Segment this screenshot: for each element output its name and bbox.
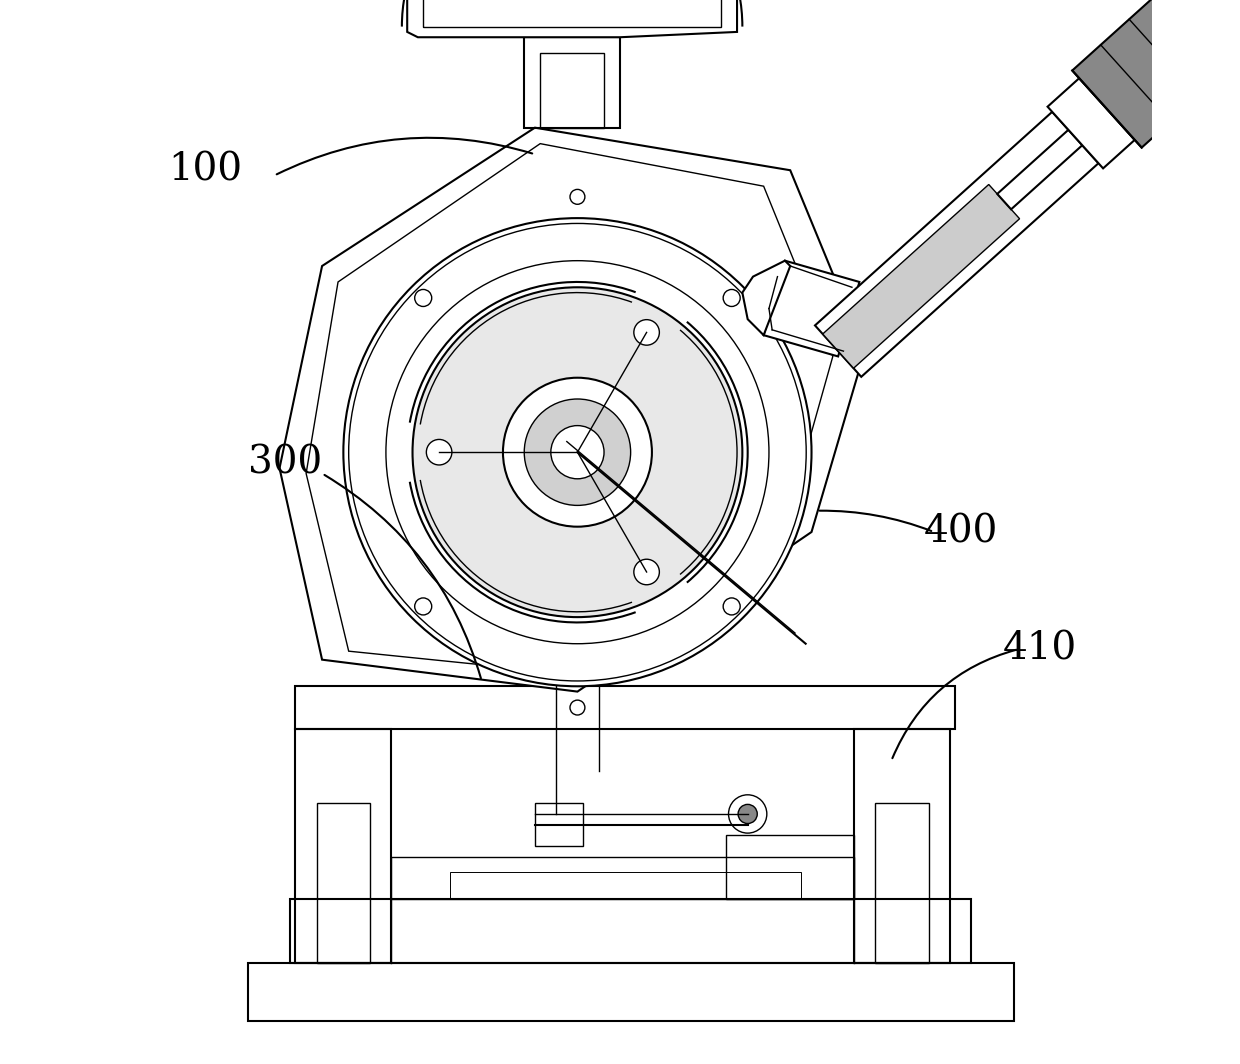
Bar bbox=[295, 686, 955, 729]
Circle shape bbox=[427, 439, 451, 465]
Bar bbox=[875, 803, 929, 963]
Circle shape bbox=[343, 218, 811, 686]
Circle shape bbox=[414, 598, 432, 615]
Circle shape bbox=[634, 560, 660, 585]
Polygon shape bbox=[279, 128, 864, 692]
Polygon shape bbox=[997, 130, 1083, 210]
Circle shape bbox=[503, 378, 652, 527]
Bar bbox=[248, 963, 1013, 1021]
Polygon shape bbox=[764, 261, 859, 356]
Bar bbox=[854, 729, 950, 963]
Circle shape bbox=[551, 426, 604, 479]
Circle shape bbox=[570, 189, 585, 204]
Circle shape bbox=[525, 399, 631, 505]
Circle shape bbox=[729, 795, 766, 833]
Bar bbox=[295, 729, 392, 963]
Text: 410: 410 bbox=[1003, 631, 1078, 667]
Polygon shape bbox=[815, 112, 1099, 377]
Circle shape bbox=[570, 700, 585, 715]
Circle shape bbox=[723, 289, 740, 306]
Polygon shape bbox=[1048, 79, 1135, 168]
Bar bbox=[534, 803, 583, 846]
Polygon shape bbox=[407, 0, 737, 37]
Bar bbox=[392, 857, 854, 899]
Bar bbox=[541, 53, 604, 128]
Polygon shape bbox=[822, 184, 1019, 368]
Bar bbox=[450, 872, 801, 899]
Polygon shape bbox=[743, 261, 790, 335]
Bar bbox=[525, 37, 620, 128]
Circle shape bbox=[414, 289, 432, 306]
Bar bbox=[290, 899, 971, 963]
Bar bbox=[727, 835, 854, 899]
Bar bbox=[316, 803, 370, 963]
Text: 100: 100 bbox=[167, 152, 242, 188]
Circle shape bbox=[634, 319, 660, 345]
Circle shape bbox=[413, 287, 743, 617]
Circle shape bbox=[738, 804, 758, 824]
Text: 400: 400 bbox=[924, 514, 998, 550]
Text: 300: 300 bbox=[248, 445, 322, 481]
Polygon shape bbox=[1073, 0, 1236, 148]
Circle shape bbox=[723, 598, 740, 615]
